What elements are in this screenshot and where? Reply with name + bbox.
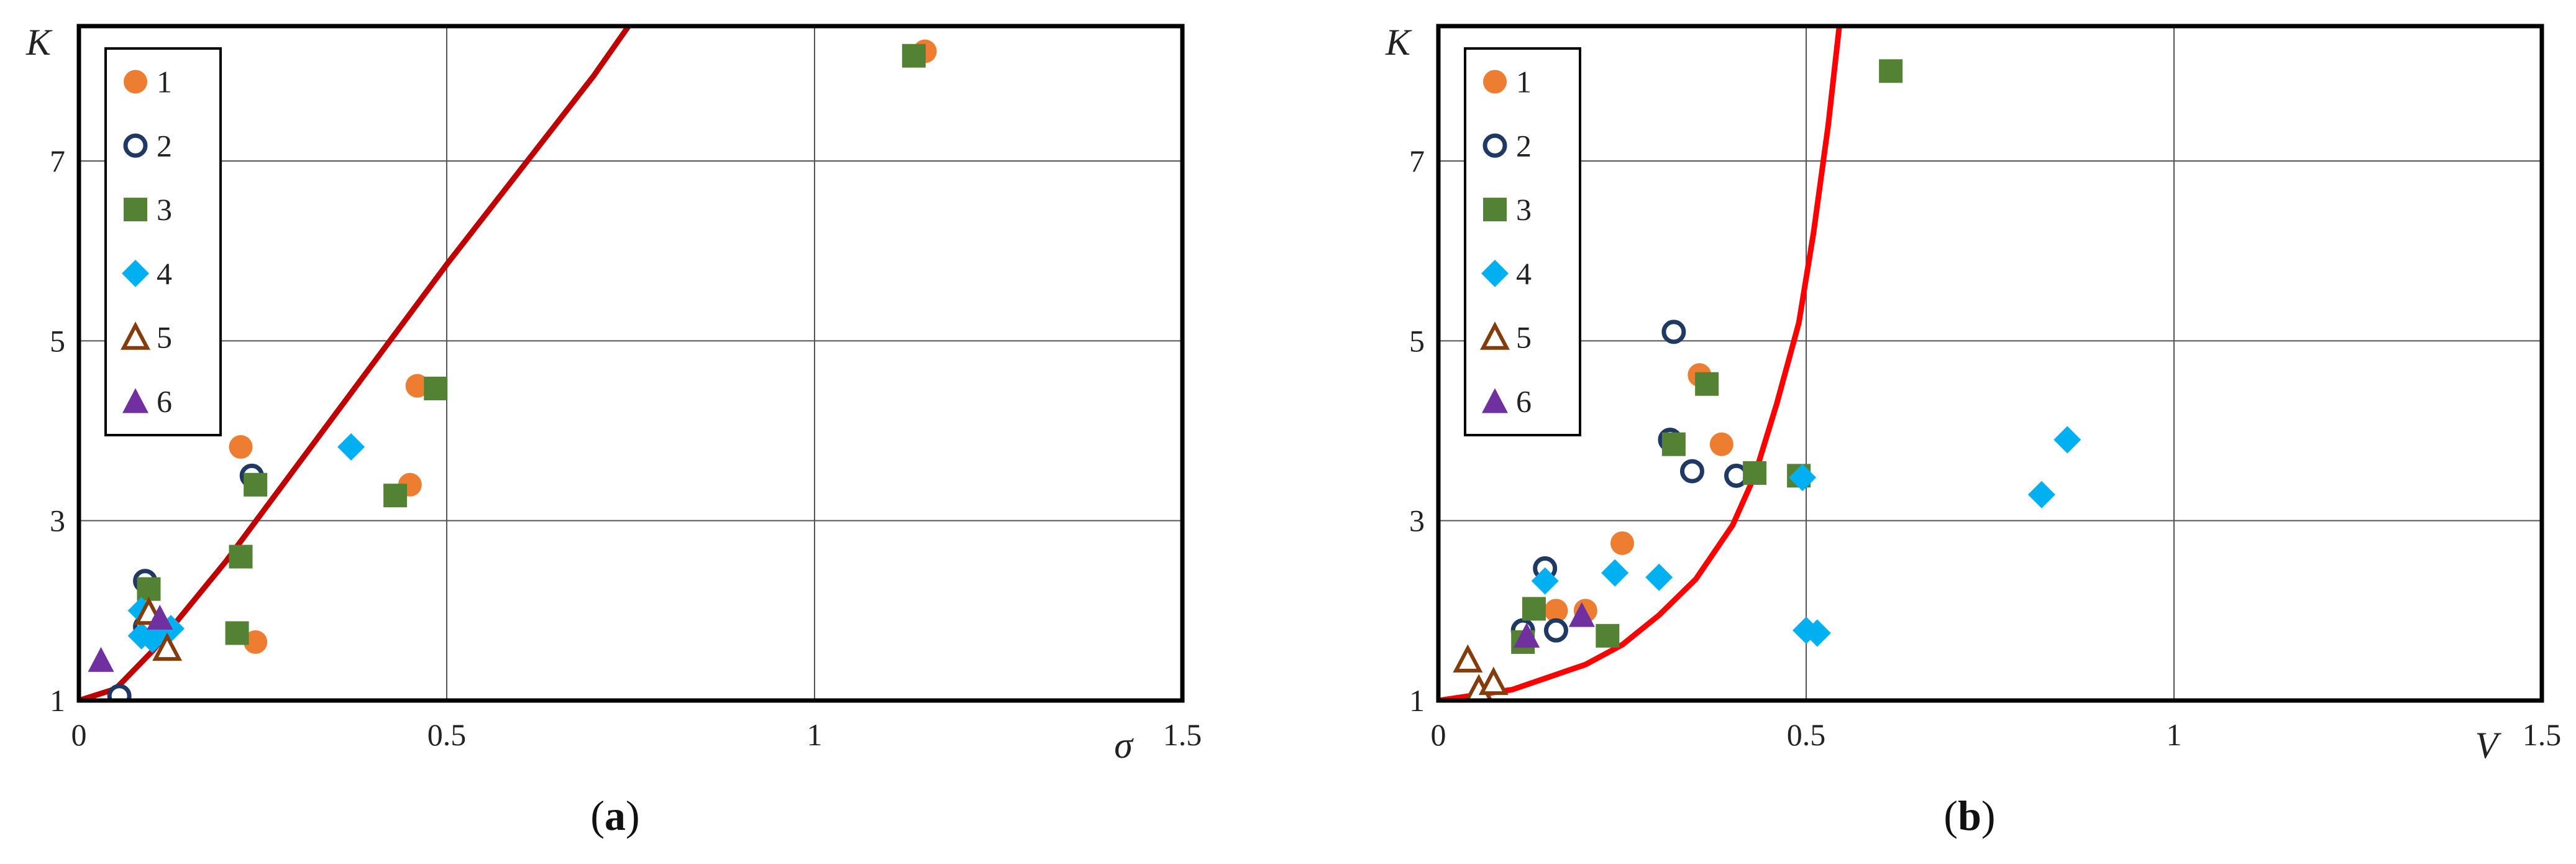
data-point-series-1 [244, 630, 268, 654]
legend-marker-4 [122, 259, 149, 287]
legend-label: 1 [1516, 64, 1532, 99]
legend: 1 2 3 4 5 6 [104, 47, 222, 436]
data-point-series-3 [1522, 597, 1546, 621]
y-axis-label: K [1385, 22, 1412, 63]
x-tick-label: 0 [1431, 717, 1446, 752]
legend-label: 3 [1516, 192, 1532, 227]
data-point-series-1 [229, 435, 253, 459]
x-tick-label: 1 [807, 717, 823, 752]
data-point-series-4 [2053, 426, 2081, 454]
x-tick-label: 1.5 [2523, 717, 2562, 752]
data-point-series-5 [1453, 644, 1483, 673]
legend-label: 1 [157, 64, 172, 99]
y-tick-label: 3 [50, 503, 65, 538]
legend-box [1464, 47, 1581, 436]
legend-marker-1 [124, 70, 147, 94]
data-point-series-3 [1879, 59, 1903, 83]
data-point-series-4 [337, 433, 365, 461]
x-axis-label: σ [1114, 725, 1134, 766]
data-point-series-4 [1803, 619, 1831, 647]
x-tick-label: 0.5 [427, 717, 467, 752]
y-tick-label: 1 [1409, 683, 1425, 718]
y-tick-label: 7 [50, 144, 65, 178]
plot-frame [76, 24, 1185, 703]
y-tick-label: 1 [50, 683, 65, 718]
data-point-series-4 [139, 625, 167, 653]
plot-area [1438, 26, 2081, 701]
data-point-series-6 [88, 646, 114, 672]
data-point-series-6 [1568, 602, 1595, 627]
data-point-series-4 [1601, 559, 1629, 587]
data-point-series-2 [107, 684, 132, 701]
legend-label: 5 [157, 320, 172, 355]
data-point-series-3 [229, 545, 253, 569]
data-point-series-2 [1679, 459, 1704, 484]
legend-marker-5 [121, 321, 150, 350]
data-point-series-6 [1514, 622, 1540, 648]
legend-marker-1 [1483, 70, 1507, 94]
data-point-series-3 [244, 472, 268, 497]
legend-marker-2 [123, 133, 148, 158]
legend-marker-3 [124, 198, 147, 222]
data-point-series-4 [1789, 464, 1817, 492]
legend-label: 4 [1516, 256, 1532, 291]
data-point-series-4 [1531, 567, 1559, 595]
y-tick-label: 7 [1409, 144, 1425, 178]
x-tick-label: 1 [2167, 717, 2182, 752]
legend-label: 4 [157, 256, 172, 291]
x-tick-label: 1.5 [1163, 717, 1202, 752]
data-point-series-3 [383, 484, 408, 508]
data-point-series-1 [1709, 432, 1733, 456]
data-point-series-2 [1543, 618, 1568, 643]
data-point-series-3 [1695, 372, 1719, 396]
legend-marker-3 [1483, 198, 1507, 222]
legend-label: 6 [157, 384, 172, 419]
data-point-series-1 [405, 374, 429, 398]
data-point-series-1 [1544, 599, 1568, 623]
data-point-series-3 [225, 621, 249, 645]
panel-label: (a) [590, 792, 639, 839]
x-axis-label: V [2475, 725, 2502, 766]
legend-label: 2 [1516, 128, 1532, 163]
data-point-series-2 [1661, 319, 1686, 344]
data-point-series-6 [147, 604, 173, 630]
data-point-series-3 [1743, 461, 1767, 485]
data-point-series-4 [2027, 480, 2055, 508]
data-point-series-3 [1661, 432, 1686, 456]
y-tick-label: 5 [50, 323, 65, 358]
legend-marker-2 [1482, 133, 1507, 158]
legend-label: 5 [1516, 320, 1532, 355]
data-point-series-5 [152, 632, 183, 661]
data-point-series-1 [1610, 531, 1634, 555]
data-point-series-3 [902, 44, 926, 68]
legend-marker-6 [122, 388, 148, 413]
legend-marker-4 [1481, 259, 1509, 287]
data-point-series-4 [1793, 617, 1820, 645]
chart-panel-b: 0 0.5 1 1.5 1 3 5 7 V K 1 2 3 4 5 6 (b) [1385, 22, 2562, 839]
x-tick-label: 0 [71, 717, 87, 752]
y-axis-label: K [25, 22, 53, 63]
x-tick-label: 0.5 [1787, 717, 1826, 752]
panel-label: (b) [1943, 792, 1995, 839]
legend-label: 2 [157, 128, 172, 163]
plot-frame [1436, 24, 2544, 703]
plot-area [79, 26, 937, 701]
legend-label: 6 [1516, 384, 1532, 419]
legend-marker-5 [1480, 321, 1510, 350]
data-point-series-3 [1596, 623, 1620, 648]
fit-curve-line [1438, 26, 1842, 701]
legend-label: 3 [157, 192, 172, 227]
legend-box [104, 47, 222, 436]
data-point-series-4 [1645, 563, 1673, 591]
y-tick-label: 3 [1409, 503, 1425, 538]
y-tick-label: 5 [1409, 323, 1425, 358]
chart-panel-a: 0 0.5 1 1.5 1 3 5 7 σ K 1 2 3 4 5 6 (a) [25, 22, 1202, 839]
legend: 1 2 3 4 5 6 [1464, 47, 1581, 436]
data-point-series-3 [424, 377, 448, 401]
legend-marker-6 [1482, 388, 1508, 413]
data-point-series-5 [1478, 666, 1509, 696]
